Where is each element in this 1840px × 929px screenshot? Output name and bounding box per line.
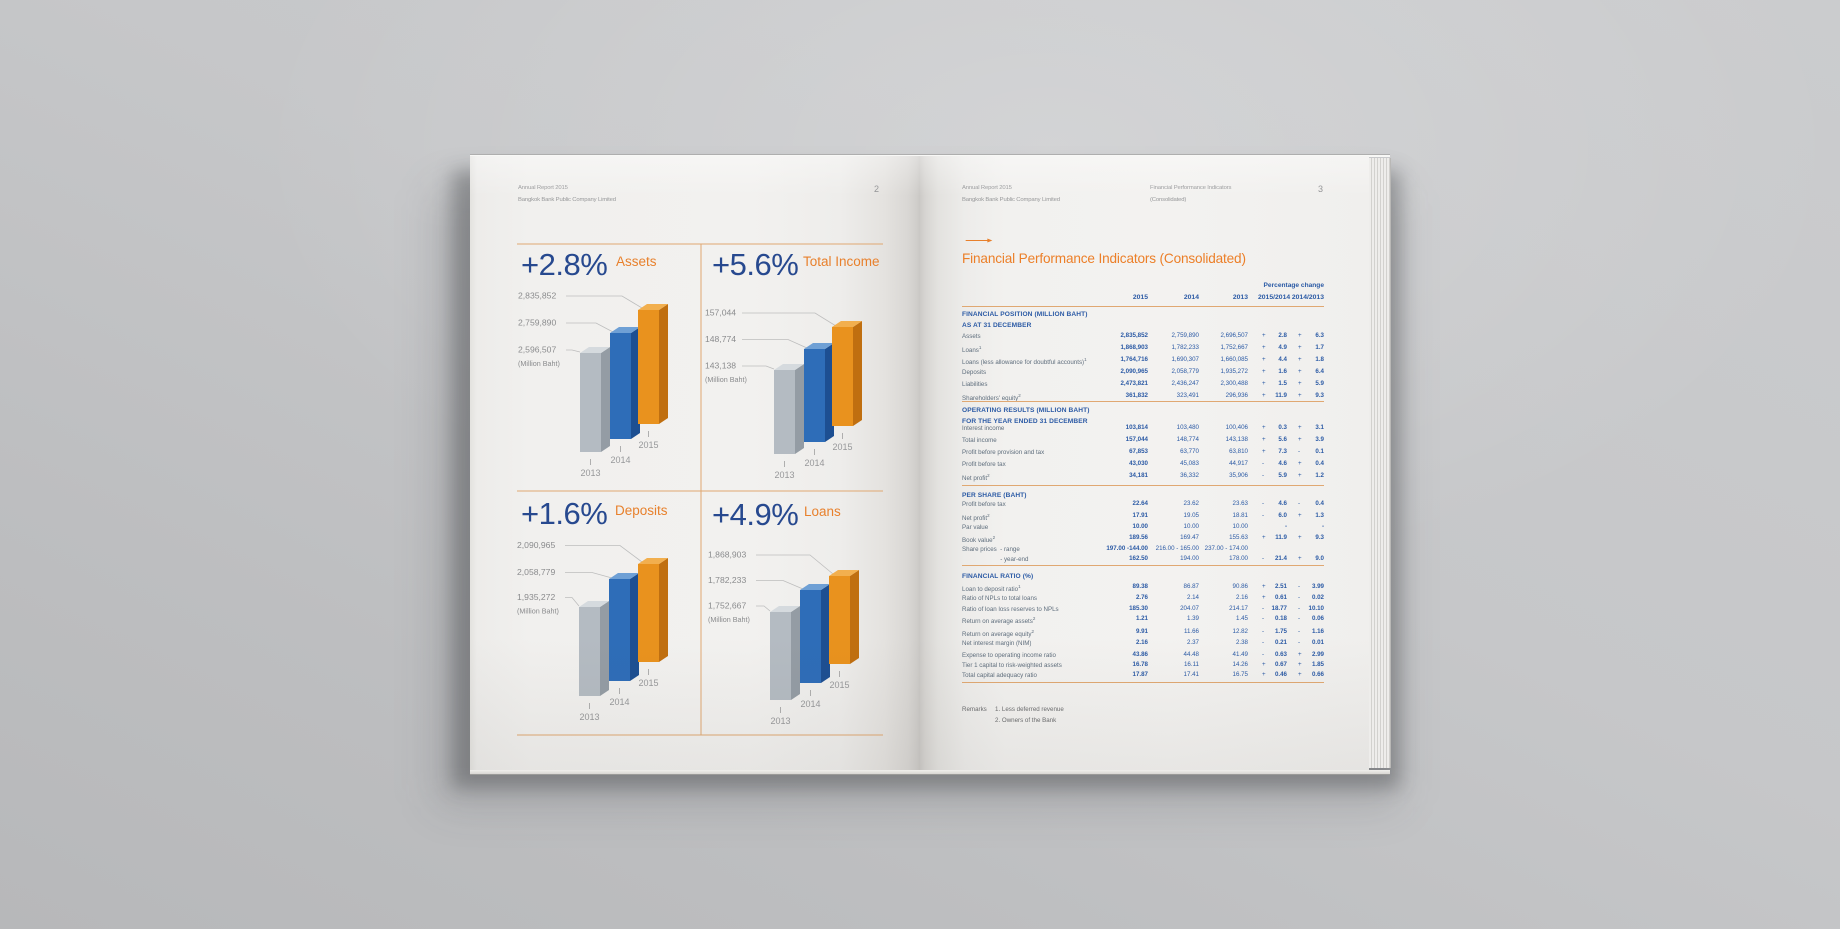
svg-text:2014: 2014 (610, 455, 630, 465)
svg-text:1,752,667: 1,752,667 (708, 601, 746, 611)
svg-text:+4.9%: +4.9% (712, 497, 798, 532)
svg-text:2,835,852: 2,835,852 (518, 291, 556, 301)
svg-text:2013: 2013 (774, 470, 794, 480)
svg-text:1,935,272: 1,935,272 (517, 592, 555, 602)
svg-text:2015: 2015 (832, 442, 852, 452)
svg-text:2014: 2014 (609, 697, 629, 707)
svg-text:2015: 2015 (829, 680, 849, 690)
svg-text:2,596,507: 2,596,507 (518, 345, 556, 355)
svg-text:(Million Baht): (Million Baht) (708, 615, 750, 624)
svg-text:+5.6%: +5.6% (712, 247, 798, 282)
svg-text:(Million Baht): (Million Baht) (705, 375, 747, 384)
svg-text:148,774: 148,774 (705, 334, 736, 344)
svg-text:+2.8%: +2.8% (521, 247, 607, 282)
svg-text:2,759,890: 2,759,890 (518, 318, 556, 328)
svg-text:Assets: Assets (616, 254, 657, 269)
svg-text:Deposits: Deposits (615, 503, 668, 518)
svg-text:Total Income: Total Income (803, 254, 880, 269)
svg-text:2013: 2013 (770, 716, 790, 726)
svg-text:2015: 2015 (638, 440, 658, 450)
svg-text:2,058,779: 2,058,779 (517, 567, 555, 577)
svg-text:2013: 2013 (579, 712, 599, 722)
svg-text:2,090,965: 2,090,965 (517, 540, 555, 550)
svg-text:2014: 2014 (804, 458, 824, 468)
svg-text:1,782,233: 1,782,233 (708, 575, 746, 585)
svg-text:Loans: Loans (804, 504, 841, 519)
svg-text:+1.6%: +1.6% (521, 496, 607, 531)
svg-text:(Million Baht): (Million Baht) (517, 607, 559, 616)
svg-text:2015: 2015 (638, 678, 658, 688)
svg-text:2014: 2014 (800, 699, 820, 709)
svg-text:1,868,903: 1,868,903 (708, 550, 746, 560)
svg-text:2013: 2013 (580, 468, 600, 478)
svg-text:(Million Baht): (Million Baht) (518, 359, 560, 368)
svg-text:157,044: 157,044 (705, 308, 736, 318)
svg-text:143,138: 143,138 (705, 361, 736, 371)
